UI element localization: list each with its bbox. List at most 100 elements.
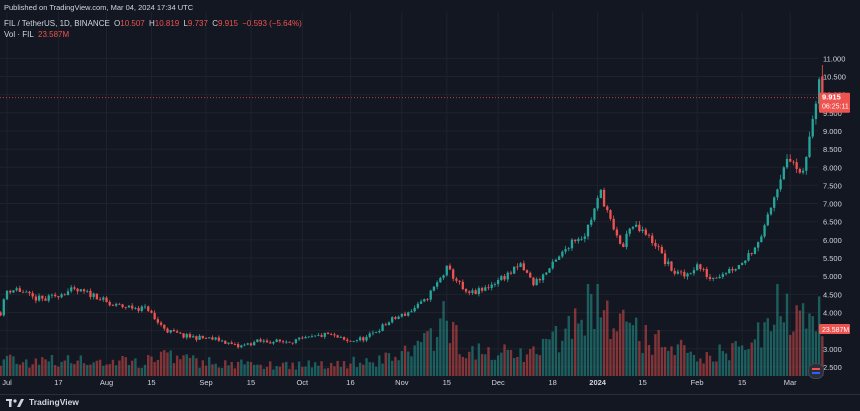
candle-body — [513, 266, 516, 274]
candle-body — [593, 208, 596, 220]
candle-body — [426, 299, 429, 300]
volume-bar — [358, 362, 362, 376]
volume-bar — [525, 354, 529, 376]
candle-body — [458, 280, 461, 282]
candle-body — [423, 299, 426, 302]
volume-bar — [191, 355, 195, 376]
volume-bar — [108, 364, 111, 376]
time-tick-label: 16 — [346, 378, 354, 387]
volume-bar — [538, 355, 542, 376]
candle-body — [471, 290, 474, 293]
volume-bar — [416, 340, 420, 376]
volume-bar — [259, 364, 262, 376]
volume-bar — [37, 364, 41, 376]
volume-bar — [240, 359, 243, 376]
candle-body — [692, 270, 696, 274]
candle-body — [789, 158, 792, 162]
price-tick-label: 8.000 — [823, 163, 842, 172]
candle-body — [0, 312, 2, 316]
candle-body — [468, 291, 471, 293]
volume-bar — [150, 356, 153, 376]
volume-bar — [573, 308, 577, 376]
volume-bar — [326, 368, 330, 376]
volume-bar — [313, 362, 317, 376]
candle-body — [493, 284, 497, 285]
volume-bar — [554, 326, 558, 376]
candle-body — [410, 311, 413, 313]
volume-bar — [439, 318, 442, 376]
volume-bar — [89, 364, 92, 376]
time-axis[interactable]: Jul 17 Aug 15 Sep 15 Oct 16 Nov 15 Dec 18 2024 15 Feb 1… — [2, 378, 797, 387]
candle-body — [564, 249, 567, 252]
time-tick-label: Oct — [296, 378, 309, 387]
volume-bar — [246, 361, 249, 376]
candle-body — [407, 312, 410, 316]
volume-bar — [140, 367, 144, 376]
volume-bar — [333, 366, 336, 376]
time-tick-label: 15 — [443, 378, 451, 387]
volume-bar — [490, 359, 493, 376]
candle-body — [551, 261, 554, 269]
candle-body — [702, 269, 705, 270]
volume-bar — [580, 319, 583, 376]
candle-body — [89, 290, 92, 297]
volume-bar — [782, 322, 786, 376]
candle-body — [169, 329, 172, 333]
volume-bar — [419, 342, 423, 376]
open-value: 10.507 — [120, 19, 145, 28]
footer-bar: TradingView — [0, 394, 860, 411]
volume-bar — [529, 348, 532, 376]
volume-bar — [217, 367, 221, 376]
volume-bar — [15, 363, 18, 376]
volume-bar — [143, 364, 147, 376]
volume-bar — [548, 339, 551, 376]
volume-bar — [596, 284, 599, 376]
volume-bar — [503, 344, 506, 376]
volume-bar — [105, 364, 108, 376]
candle-body — [618, 235, 622, 244]
volume-bar — [195, 358, 198, 376]
symbol-name[interactable]: FIL / TetherUS, 1D, BINANCE — [4, 19, 110, 28]
volume-bar — [484, 354, 487, 376]
candle-body — [98, 299, 102, 301]
volume-bar — [211, 364, 214, 376]
volume-label[interactable]: Vol · FIL — [4, 30, 34, 39]
candle-body — [612, 218, 615, 230]
candle-body — [79, 289, 82, 292]
candle-body — [47, 295, 50, 301]
candle-body — [352, 341, 355, 342]
price-tick-label: 6.500 — [823, 218, 842, 227]
candle-body — [699, 264, 702, 270]
volume-bar — [336, 360, 339, 376]
candle-body — [21, 291, 25, 293]
candle-body — [663, 253, 667, 265]
candle-body — [31, 293, 34, 297]
currency-flag-icon[interactable] — [808, 363, 824, 379]
volume-bar — [455, 325, 458, 376]
volume-bar — [368, 362, 371, 376]
volume-bar — [249, 361, 253, 376]
volume-bar — [320, 361, 323, 376]
candle-body — [464, 289, 468, 292]
candle-body — [760, 236, 763, 243]
volume-bar — [134, 358, 137, 376]
candle-body — [519, 263, 522, 267]
volume-bar — [763, 322, 766, 376]
candle-body — [718, 276, 721, 279]
candle-body — [73, 287, 76, 289]
price-tick-label: 5.000 — [823, 272, 842, 281]
volume-bar — [612, 328, 615, 376]
volume-bar — [121, 355, 124, 376]
candle-body — [291, 342, 294, 344]
time-tick-label: 15 — [247, 378, 255, 387]
candle-body — [548, 268, 551, 273]
candle-body — [131, 305, 134, 309]
candle-body — [285, 341, 288, 343]
candle-body — [583, 236, 586, 239]
brand-name: TradingView — [29, 397, 79, 407]
candle-body — [281, 341, 285, 343]
volume-bar — [551, 331, 554, 376]
legend-volume-row: Vol · FIL 23.587M — [4, 30, 69, 39]
volume-bar — [41, 357, 44, 376]
